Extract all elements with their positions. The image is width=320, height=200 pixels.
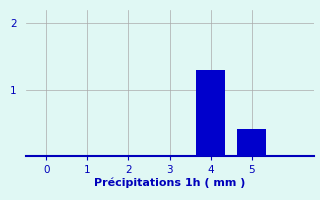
X-axis label: Précipitations 1h ( mm ): Précipitations 1h ( mm ) <box>94 178 245 188</box>
Bar <box>196 70 225 156</box>
Bar <box>237 129 266 156</box>
